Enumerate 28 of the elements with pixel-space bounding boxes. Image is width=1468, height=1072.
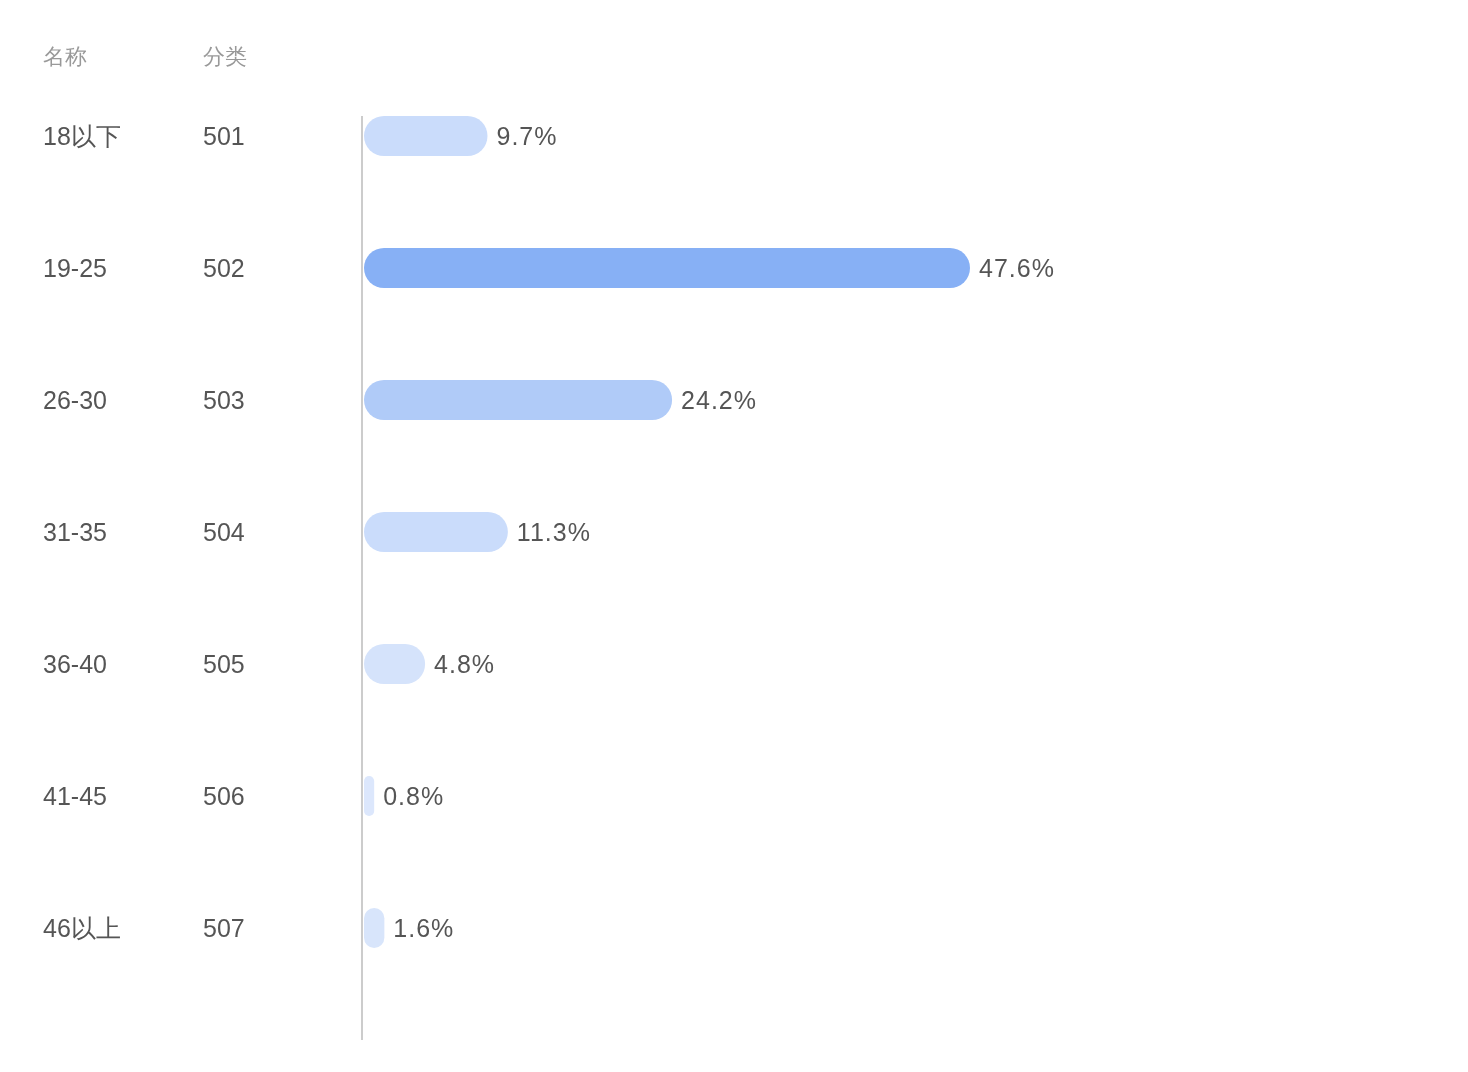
y2-tick-label: 507 (203, 914, 245, 942)
data-label: 47.6% (979, 254, 1055, 282)
y-axis-title: 名称 (43, 44, 87, 69)
bar (364, 248, 970, 288)
y2-tick-label: 503 (203, 386, 245, 414)
data-label: 9.7% (496, 122, 558, 150)
bar (364, 776, 375, 816)
y2-tick-label: 506 (203, 782, 245, 810)
y2-axis-title: 分类 (203, 44, 247, 69)
y-tick-label: 36-40 (43, 650, 107, 678)
y2-tick-label: 502 (203, 254, 245, 282)
data-label: 11.3% (516, 518, 591, 546)
data-label: 24.2% (681, 386, 757, 414)
y-tick-label: 26-30 (43, 386, 107, 414)
y-tick-label: 31-35 (43, 518, 107, 546)
data-label: 0.8% (383, 782, 445, 810)
data-label: 1.6% (393, 914, 455, 942)
y2-tick-label: 501 (203, 122, 245, 150)
y2-tick-label: 504 (203, 518, 245, 546)
data-label: 4.8% (434, 650, 496, 678)
bar (364, 380, 673, 420)
y2-tick-label: 505 (203, 650, 245, 678)
bar (364, 116, 488, 156)
y-tick-label: 18以下 (43, 122, 121, 150)
y-tick-label: 46以上 (43, 914, 121, 942)
y-tick-label: 19-25 (43, 254, 107, 282)
bar (364, 512, 508, 552)
y-tick-label: 41-45 (43, 782, 107, 810)
